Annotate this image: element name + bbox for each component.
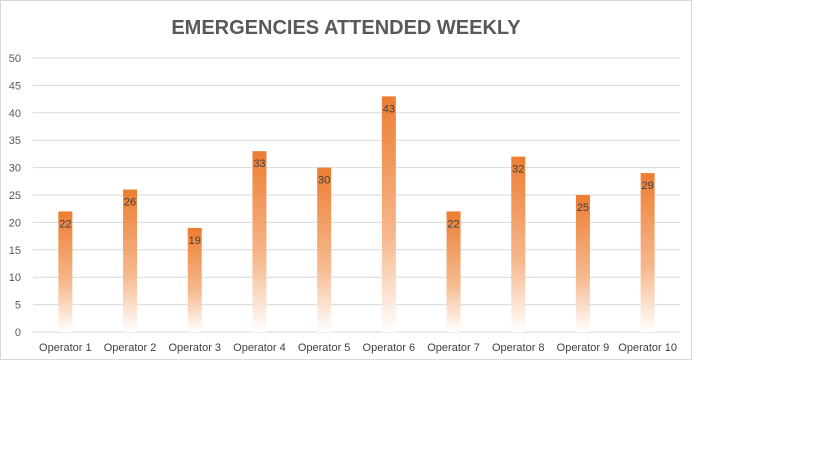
data-label-3: 19 [189,235,201,247]
bar-chart: EMERGENCIES ATTENDED WEEKLY 0 5 10 15 20 25 30… [9,17,680,354]
bar-3 [187,227,202,332]
y-tick-label-50: 50 [9,53,21,65]
chart-title: EMERGENCIES ATTENDED WEEKLY [171,17,521,39]
x-tick-label-4: Operator 4 [233,342,286,354]
y-tick-label-40: 40 [9,108,21,120]
y-tick-label-5: 5 [15,300,21,312]
data-label-10: 29 [642,180,654,192]
y-axis-tick-labels: 0 5 10 15 20 25 30 35 40 45 50 [9,53,21,339]
data-label-9: 25 [577,202,589,214]
y-tick-label-0: 0 [15,327,21,339]
y-tick-label-10: 10 [9,272,21,284]
data-label-1: 22 [59,218,71,230]
data-label-8: 32 [512,164,524,176]
data-label-4: 33 [253,158,265,170]
bar-8 [511,156,526,332]
bar-9 [575,195,590,332]
y-tick-label-30: 30 [9,163,21,175]
bar-2 [123,189,138,332]
bar-1 [58,211,73,332]
x-tick-label-9: Operator 9 [557,342,610,354]
y-tick-label-45: 45 [9,80,21,92]
chart-area: EMERGENCIES ATTENDED WEEKLY 0 5 10 15 20 25 30… [0,0,692,360]
bar-7 [446,211,461,332]
y-tick-label-20: 20 [9,217,21,229]
x-tick-label-8: Operator 8 [492,342,545,354]
x-tick-label-6: Operator 6 [363,342,416,354]
data-label-6: 43 [383,103,395,115]
bars [58,96,655,332]
data-label-7: 22 [447,218,459,230]
data-label-2: 26 [124,197,136,209]
x-tick-label-2: Operator 2 [104,342,157,354]
bar-10 [640,173,655,332]
x-tick-label-10: Operator 10 [618,342,677,354]
bar-4 [252,151,267,332]
gridlines [33,57,680,333]
bar-5 [317,167,332,332]
x-tick-label-1: Operator 1 [39,342,92,354]
data-labels: 22 26 19 33 30 43 22 32 25 29 [59,103,654,247]
x-tick-label-3: Operator 3 [168,342,221,354]
x-axis-category-labels: Operator 1 Operator 2 Operator 3 Operator 4… [39,342,677,354]
data-label-5: 30 [318,175,330,187]
x-tick-label-7: Operator 7 [427,342,480,354]
bar-6 [381,96,396,332]
x-tick-label-5: Operator 5 [298,342,351,354]
y-tick-label-25: 25 [9,190,21,202]
y-tick-label-35: 35 [9,135,21,147]
y-tick-label-15: 15 [9,245,21,257]
